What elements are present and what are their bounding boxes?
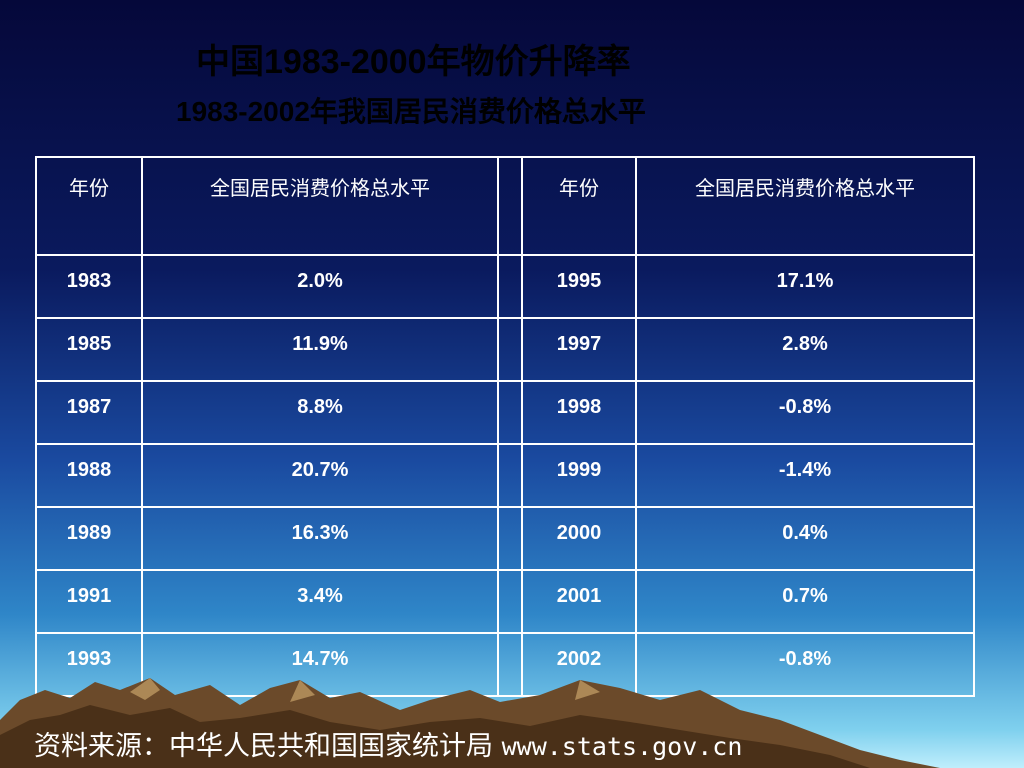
year-cell: 1988 xyxy=(35,443,143,508)
cpi-cell: -0.8% xyxy=(635,380,975,445)
spacer-cell xyxy=(497,569,523,634)
cpi-cell: 3.4% xyxy=(141,569,499,634)
cpi-cell: -0.8% xyxy=(635,632,975,697)
spacer-cell xyxy=(497,254,523,319)
cpi-table: 年份 全国居民消费价格总水平 年份 全国居民消费价格总水平 1983 2.0% … xyxy=(35,156,975,697)
year-cell: 2000 xyxy=(521,506,637,571)
year-cell: 1997 xyxy=(521,317,637,382)
table-header-row: 年份 全国居民消费价格总水平 年份 全国居民消费价格总水平 xyxy=(35,156,975,256)
year-cell: 1989 xyxy=(35,506,143,571)
page-subtitle: 1983-2002年我国居民消费价格总水平 xyxy=(176,96,646,127)
cpi-cell: 2.0% xyxy=(141,254,499,319)
header-cpi-left: 全国居民消费价格总水平 xyxy=(141,156,499,256)
spacer-cell xyxy=(497,506,523,571)
cpi-cell: 16.3% xyxy=(141,506,499,571)
spacer-cell xyxy=(497,632,523,697)
year-cell: 1987 xyxy=(35,380,143,445)
cpi-cell: 17.1% xyxy=(635,254,975,319)
spacer-cell xyxy=(497,156,523,256)
cpi-cell: 2.8% xyxy=(635,317,975,382)
table-row: 1988 20.7% 1999 -1.4% xyxy=(35,443,975,508)
cpi-cell: 11.9% xyxy=(141,317,499,382)
cpi-cell: 20.7% xyxy=(141,443,499,508)
year-cell: 1983 xyxy=(35,254,143,319)
cpi-cell: 0.4% xyxy=(635,506,975,571)
cpi-cell: -1.4% xyxy=(635,443,975,508)
cpi-cell: 8.8% xyxy=(141,380,499,445)
header-cpi-right: 全国居民消费价格总水平 xyxy=(635,156,975,256)
year-cell: 1995 xyxy=(521,254,637,319)
header-year-right: 年份 xyxy=(521,156,637,256)
spacer-cell xyxy=(497,443,523,508)
spacer-cell xyxy=(497,317,523,382)
table-row: 1985 11.9% 1997 2.8% xyxy=(35,317,975,382)
year-cell: 1999 xyxy=(521,443,637,508)
table-row: 1989 16.3% 2000 0.4% xyxy=(35,506,975,571)
source-note: 资料来源：中华人民共和国国家统计局 www.stats.gov.cn xyxy=(34,724,742,763)
year-cell: 1991 xyxy=(35,569,143,634)
cpi-cell: 14.7% xyxy=(141,632,499,697)
table-row: 1991 3.4% 2001 0.7% xyxy=(35,569,975,634)
table-row: 1987 8.8% 1998 -0.8% xyxy=(35,380,975,445)
mountain-background-image xyxy=(0,678,940,768)
source-url: www.stats.gov.cn xyxy=(501,732,743,761)
table-row: 1993 14.7% 2002 -0.8% xyxy=(35,632,975,697)
header-year-left: 年份 xyxy=(35,156,143,256)
page-title: 中国1983-2000年物价升降率 xyxy=(196,43,631,81)
year-cell: 1985 xyxy=(35,317,143,382)
year-cell: 1998 xyxy=(521,380,637,445)
source-label: 资料来源：中华人民共和国国家统计局 xyxy=(34,731,493,762)
year-cell: 2001 xyxy=(521,569,637,634)
cpi-cell: 0.7% xyxy=(635,569,975,634)
table-row: 1983 2.0% 1995 17.1% xyxy=(35,254,975,319)
spacer-cell xyxy=(497,380,523,445)
